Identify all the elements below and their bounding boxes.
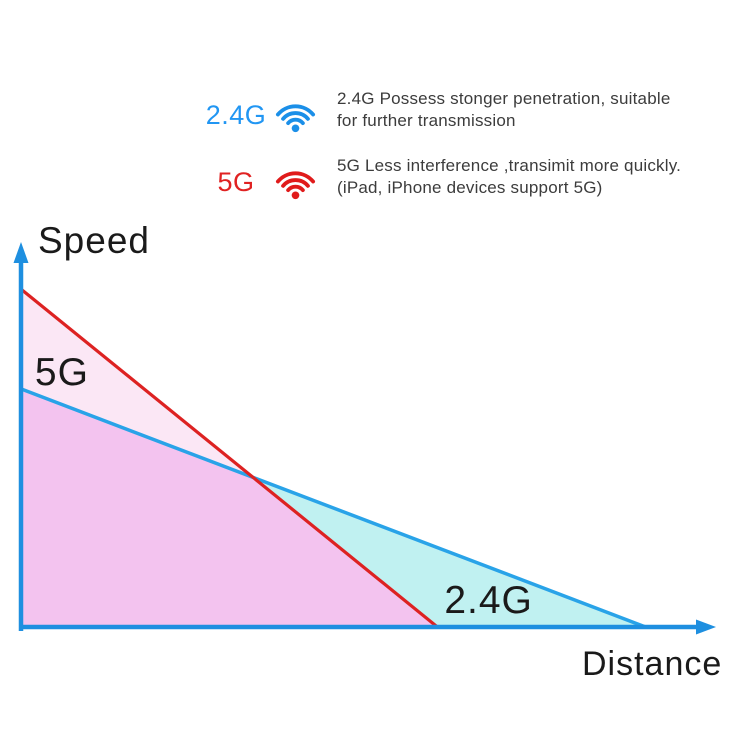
2-4g-line xyxy=(20,387,647,629)
legend-desc-line: for further transmission xyxy=(337,111,516,130)
axes xyxy=(13,242,716,635)
5g-line xyxy=(19,287,439,629)
annotation-2-4g: 2.4G xyxy=(444,579,533,622)
legend-desc-2-4g: 2.4G Possess stonger penetration, suitab… xyxy=(337,88,727,132)
chart-fill-areas xyxy=(21,289,646,627)
legend-label-2-4g: 2.4G xyxy=(205,100,267,130)
legend-row-5g: 5G 5G Less interference ,transimit more … xyxy=(0,153,750,209)
legend-desc-line: 2.4G Possess stonger penetration, suitab… xyxy=(337,89,671,108)
x-axis-arrow-icon xyxy=(696,619,716,635)
y-axis-label: Speed xyxy=(38,220,150,261)
legend-desc-line: 5G Less interference ,transimit more qui… xyxy=(337,156,682,175)
legend-desc-5g: 5G Less interference ,transimit more qui… xyxy=(337,155,727,199)
wifi-icon xyxy=(275,171,316,200)
chart-annotations: 5G 2.4G xyxy=(35,351,533,622)
legend-desc-line: (iPad, iPhone devices support 5G) xyxy=(337,178,603,197)
legend-label-5g: 5G xyxy=(217,167,255,197)
annotation-5g: 5G xyxy=(35,351,89,394)
wifi-icon xyxy=(275,104,316,133)
legend-row-2-4g: 2.4G 2.4G Possess stonger penetration, s… xyxy=(0,86,750,142)
chart-series-lines xyxy=(19,287,647,629)
overlap-area-fill xyxy=(21,388,438,627)
y-axis-arrow-icon xyxy=(13,242,29,263)
x-axis-label: Distance xyxy=(582,645,722,683)
